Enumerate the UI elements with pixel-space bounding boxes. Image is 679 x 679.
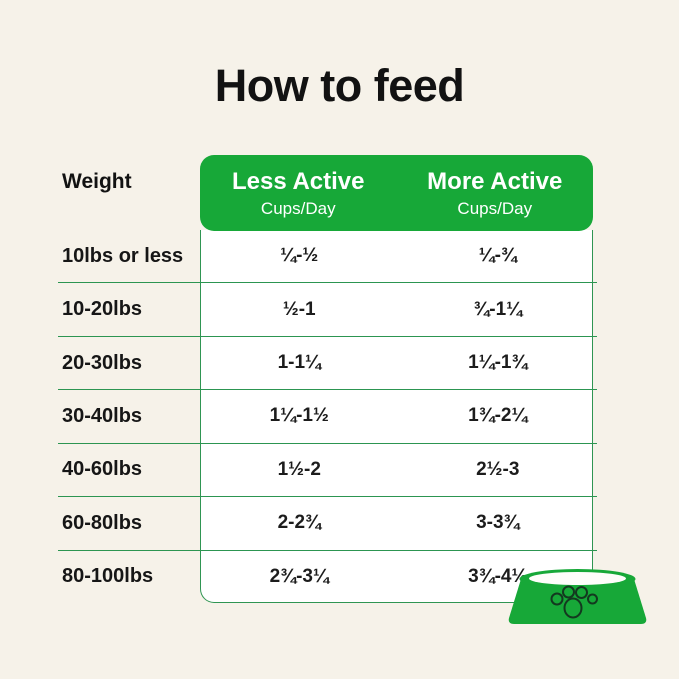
- table-row: 60-80lbs 2-2¾ 3-3¾: [58, 497, 597, 551]
- less-active-cell: ¼-½: [280, 245, 319, 267]
- more-active-cell: 2½-3: [476, 458, 520, 480]
- weight-column-header: Weight: [62, 170, 132, 193]
- table-row: 20-30lbs 1-1¼ 1¼-1¾: [58, 337, 597, 391]
- weight-cell: 40-60lbs: [62, 458, 143, 481]
- less-active-units: Cups/Day: [260, 198, 336, 218]
- bowl-rim-inner: [529, 572, 626, 585]
- page-title: How to feed: [214, 60, 465, 111]
- bowl-body: [508, 579, 647, 624]
- weight-cell: 30-40lbs: [62, 404, 143, 427]
- table-row: 10-20lbs ½-1 ¾-1¼: [58, 283, 597, 337]
- weight-cell: 20-30lbs: [62, 351, 143, 374]
- more-active-cell: 3¾-4½: [468, 565, 528, 587]
- less-active-cell: ½-1: [282, 298, 316, 320]
- less-active-label: Less Active: [231, 168, 365, 196]
- table-row: 30-40lbs 1¼-1½ 1¾-2¼: [58, 390, 597, 444]
- more-active-label: More Active: [427, 168, 563, 196]
- table-row: 80-100lbs 2¾-3¼ 3¾-4½: [58, 551, 597, 603]
- less-active-cell: 2¾-3¼: [269, 565, 329, 587]
- weight-cell: 10-20lbs: [62, 298, 143, 321]
- table-row: 40-60lbs 1½-2 2½-3: [58, 444, 597, 498]
- more-active-cell: ¾-1¼: [473, 298, 523, 320]
- table-body-surface: [200, 230, 593, 603]
- weight-cell: 60-80lbs: [62, 511, 143, 534]
- weight-cell: 80-100lbs: [62, 565, 154, 588]
- more-active-cell: 1¾-2¼: [468, 405, 528, 427]
- more-active-cell: ¼-¾: [478, 245, 517, 267]
- less-active-cell: 1¼-1½: [269, 405, 329, 427]
- paw-print-icon: [550, 585, 598, 619]
- less-active-cell: 1½-2: [277, 458, 321, 480]
- more-active-cell: 3-3¾: [476, 512, 520, 534]
- weight-cell: 10lbs or less: [62, 244, 184, 267]
- table-body: 10lbs or less ¼-½ ¼-¾ 10-20lbs ½-1 ¾-1¼ …: [58, 230, 597, 603]
- more-active-cell: 1¼-1¾: [468, 352, 528, 374]
- more-active-units: Cups/Day: [457, 198, 533, 218]
- header-less-active: Less Active Cups/Day: [200, 155, 397, 231]
- less-active-cell: 2-2¾: [277, 512, 321, 534]
- header-more-active: More Active Cups/Day: [397, 155, 594, 231]
- table-header: Less Active Cups/Day More Active Cups/Da…: [200, 155, 593, 231]
- dog-bowl-icon: [508, 569, 647, 624]
- table-row: 10lbs or less ¼-½ ¼-¾: [58, 230, 597, 284]
- less-active-cell: 1-1¼: [277, 352, 321, 374]
